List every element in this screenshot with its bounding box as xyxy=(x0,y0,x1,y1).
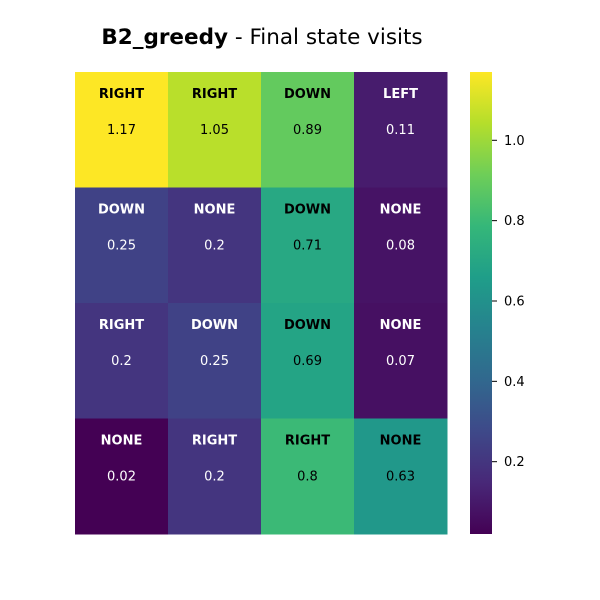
chart-title-rest: - Final state visits xyxy=(228,25,423,50)
heatmap-cell xyxy=(168,72,262,188)
colorbar-tick-label: 0.8 xyxy=(504,214,525,229)
cell-action-label: DOWN xyxy=(98,203,145,218)
heatmap-cell xyxy=(261,418,355,535)
chart-title: B2_greedy - Final state visits xyxy=(101,25,422,50)
heatmap-cell xyxy=(168,187,262,304)
colorbar: 0.2 0.4 0.6 0.8 1.0 xyxy=(470,72,525,534)
cell-action-label: NONE xyxy=(380,434,422,449)
cell-action-label: RIGHT xyxy=(192,434,237,449)
heatmap-cell xyxy=(75,303,169,419)
colorbar-tick-label: 0.6 xyxy=(504,294,525,309)
heatmap-cell xyxy=(354,418,448,535)
colorbar-tick-label: 0.4 xyxy=(504,375,525,390)
colorbar-ticks: 0.2 0.4 0.6 0.8 1.0 xyxy=(492,134,525,470)
heatmap-cell xyxy=(75,72,169,188)
cell-value-label: 0.2 xyxy=(111,354,132,369)
cell-action-label: RIGHT xyxy=(99,318,144,333)
cell-action-label: DOWN xyxy=(284,203,331,218)
cell-action-label: NONE xyxy=(380,318,422,333)
colorbar-gradient xyxy=(470,72,492,534)
cell-action-label: NONE xyxy=(380,203,422,218)
colorbar-tick-label: 0.2 xyxy=(504,455,525,470)
heatmap-cell xyxy=(354,72,448,188)
heatmap-grid: RIGHT 1.17 RIGHT 1.05 DOWN 0.89 LEFT 0.11 DOWN 0.… xyxy=(75,72,448,535)
cell-action-label: DOWN xyxy=(284,87,331,102)
heatmap-cell xyxy=(168,418,262,535)
colorbar-tick-label: 1.0 xyxy=(504,134,525,149)
heatmap-cell xyxy=(354,303,448,419)
heatmap-cell xyxy=(75,418,169,535)
cell-action-label: RIGHT xyxy=(285,434,330,449)
cell-value-label: 1.17 xyxy=(107,123,136,138)
cell-action-label: DOWN xyxy=(191,318,238,333)
cell-value-label: 0.25 xyxy=(107,239,136,254)
cell-value-label: 0.07 xyxy=(386,354,415,369)
cell-value-label: 0.8 xyxy=(297,470,318,485)
cell-action-label: NONE xyxy=(101,434,143,449)
heatmap-cell xyxy=(354,187,448,304)
heatmap-cell xyxy=(261,72,355,188)
cell-action-label: RIGHT xyxy=(99,87,144,102)
cell-value-label: 0.63 xyxy=(386,470,415,485)
cell-value-label: 0.2 xyxy=(204,470,225,485)
cell-value-label: 0.2 xyxy=(204,239,225,254)
cell-value-label: 0.02 xyxy=(107,470,136,485)
cell-action-label: RIGHT xyxy=(192,87,237,102)
cell-action-label: NONE xyxy=(194,203,236,218)
cell-value-label: 0.69 xyxy=(293,354,322,369)
cell-value-label: 1.05 xyxy=(200,123,229,138)
heatmap-cell xyxy=(261,303,355,419)
cell-action-label: DOWN xyxy=(284,318,331,333)
cell-value-label: 0.25 xyxy=(200,354,229,369)
heatmap-cell xyxy=(75,187,169,304)
heatmap-cell xyxy=(168,303,262,419)
cell-value-label: 0.08 xyxy=(386,239,415,254)
chart-title-name: B2_greedy xyxy=(101,25,228,50)
cell-value-label: 0.71 xyxy=(293,239,322,254)
heatmap-cell xyxy=(261,187,355,304)
cell-value-label: 0.11 xyxy=(386,123,415,138)
cell-value-label: 0.89 xyxy=(293,123,322,138)
cell-action-label: LEFT xyxy=(383,87,418,102)
